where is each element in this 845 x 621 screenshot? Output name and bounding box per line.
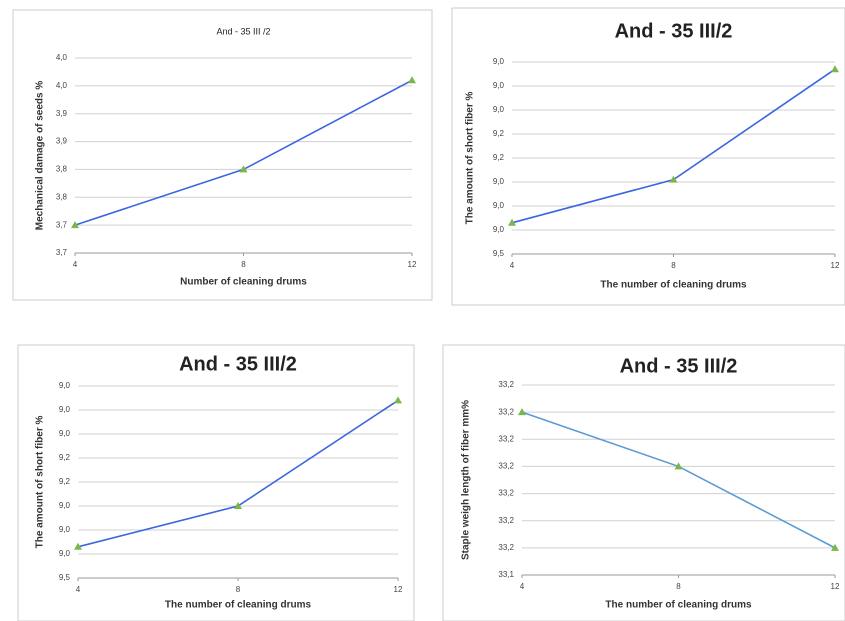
y-tick-label: 9,0 [59,405,71,414]
y-tick-label: 3,8 [56,165,68,174]
y-tick-label: 9,2 [493,153,505,162]
y-axis-label: Mechanical damage of seeds % [35,81,46,231]
x-tick-label: 12 [408,260,417,269]
y-axis-label: The amount of short fiber % [465,92,476,225]
chart-title: And - 35 III /2 [216,26,270,36]
x-axis-label: The number of cleaning drums [605,600,752,611]
chart-title: And - 35 III/2 [615,20,733,42]
y-tick-label: 33,2 [498,462,514,471]
panel [12,9,433,301]
marker [674,462,683,470]
y-tick-label: 4,0 [56,53,68,62]
x-tick-label: 12 [394,585,403,594]
y-tick-label: 9,5 [59,573,71,582]
y-tick-label: 9,0 [493,81,505,90]
y-tick-label: 33,2 [498,516,514,525]
y-tick-label: 4,0 [56,81,68,90]
y-tick-label: 9,0 [493,105,505,114]
x-tick-label: 4 [520,582,525,591]
y-axis-label: The amount of short fiber % [35,416,46,549]
panel [17,344,415,621]
x-tick-label: 8 [676,582,681,591]
y-tick-label: 9,2 [59,453,71,462]
x-tick-label: 8 [671,261,676,270]
y-tick-label: 9,0 [493,201,505,210]
x-tick-label: 4 [76,585,81,594]
y-tick-label: 33,1 [498,570,514,579]
y-tick-label: 9,0 [59,381,71,390]
x-axis-label: The number of cleaning drums [165,600,312,611]
marker [74,542,82,550]
x-axis-label: Number of cleaning drums [180,277,307,288]
y-tick-label: 9,0 [59,525,71,534]
y-tick-label: 3,9 [56,109,68,118]
x-tick-label: 12 [831,261,840,270]
x-tick-label: 8 [236,585,241,594]
y-tick-label: 3,7 [56,220,68,229]
x-tick-label: 4 [510,261,515,270]
y-tick-label: 33,2 [498,489,514,498]
marker [518,408,526,416]
y-tick-label: 3,8 [56,192,68,201]
marker [408,76,416,84]
marker [831,543,839,551]
y-tick-label: 9,2 [493,129,505,138]
y-tick-label: 9,0 [493,177,505,186]
marker [71,221,79,229]
y-tick-label: 3,9 [56,137,68,146]
marker [239,165,248,173]
y-tick-label: 33,2 [498,380,514,389]
marker [831,65,839,73]
y-tick-label: 9,2 [59,477,71,486]
marker [394,396,402,404]
x-tick-label: 4 [73,260,78,269]
y-tick-label: 9,5 [493,249,505,258]
x-axis-label: The number of cleaning drums [600,280,747,291]
marker [508,218,516,226]
y-tick-label: 33,2 [498,543,514,552]
marker [234,502,242,509]
y-tick-label: 3,7 [56,248,68,257]
panel [451,7,845,306]
y-tick-label: 9,0 [59,549,71,558]
y-tick-label: 9,0 [59,501,71,510]
marker [669,175,678,183]
x-tick-label: 8 [241,260,246,269]
y-tick-label: 9,0 [493,57,505,66]
chart-title: And - 35 III/2 [620,355,738,377]
x-tick-label: 12 [831,582,840,591]
y-tick-label: 9,0 [59,429,71,438]
y-axis-label: Staple weigh length of fiber mm% [461,400,472,560]
chart-title: And - 35 III/2 [179,353,297,375]
y-tick-label: 33,2 [498,407,514,416]
y-tick-label: 9,0 [493,225,505,234]
y-tick-label: 33,2 [498,434,514,443]
